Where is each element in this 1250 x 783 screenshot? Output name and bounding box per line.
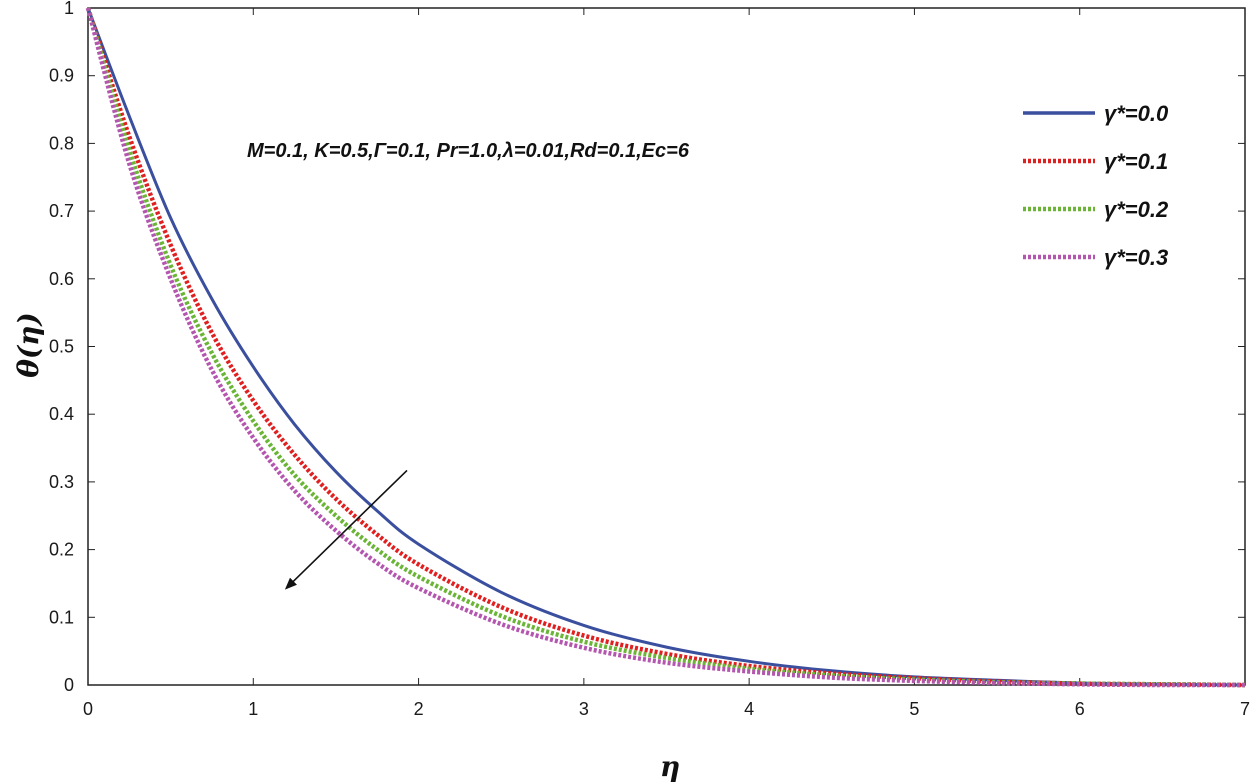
y-tick-label: 0.5: [49, 337, 74, 357]
legend: γ*=0.0 γ*=0.1 γ*=0.2 γ*=0.3: [1023, 101, 1169, 270]
y-tick-label: 0.9: [49, 66, 74, 86]
series-line-1: [85, 7, 1246, 688]
y-tick-label: 0.4: [49, 404, 74, 424]
x-tick-label: 2: [414, 699, 424, 719]
series-line-3: [85, 7, 1246, 688]
y-tick-label: 0.7: [49, 201, 74, 221]
y-tick-label: 0: [64, 675, 74, 695]
legend-label-0: γ*=0.0: [1104, 101, 1169, 126]
x-tick-label: 7: [1240, 699, 1250, 719]
y-axis-label: θ(η): [12, 312, 45, 378]
y-tick-label: 0.8: [49, 133, 74, 153]
y-tick-label: 0.6: [49, 269, 74, 289]
y-axis-ticks: 0 0.1 0.2 0.3 0.4 0.5 0.6 0.7 0.8 0.9 1: [49, 0, 1245, 695]
plot-area: [87, 7, 1246, 686]
y-tick-label: 0.3: [49, 472, 74, 492]
x-tick-label: 3: [579, 699, 589, 719]
trend-arrow: [284, 469, 408, 590]
x-tick-label: 5: [909, 699, 919, 719]
x-tick-label: 4: [744, 699, 754, 719]
y-tick-label: 0.2: [49, 540, 74, 560]
y-tick-label: 0.1: [49, 607, 74, 627]
x-tick-label: 1: [248, 699, 258, 719]
x-tick-label: 0: [83, 699, 93, 719]
series-lines: [85, 7, 1246, 688]
annotation-parameters: M=0.1, K=0.5,Γ=0.1, Pr=1.0,λ=0.01,Rd=0.1…: [247, 140, 690, 162]
legend-label-1: γ*=0.1: [1104, 149, 1168, 174]
x-axis-label: η: [660, 750, 680, 783]
legend-label-3: γ*=0.3: [1104, 245, 1168, 270]
y-tick-label: 1: [64, 0, 74, 18]
x-tick-label: 6: [1075, 699, 1085, 719]
legend-label-2: γ*=0.2: [1104, 197, 1169, 222]
